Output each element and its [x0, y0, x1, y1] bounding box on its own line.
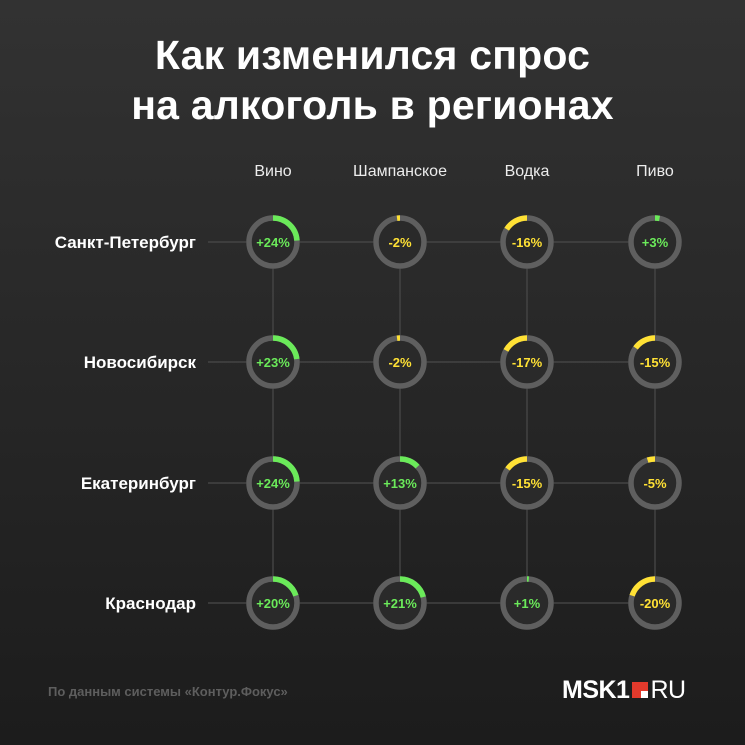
ring-face-2-1 — [373, 456, 427, 510]
ring-arc-3-0 — [246, 576, 300, 630]
ring-value-1-3: -15% — [640, 355, 671, 370]
ring-face-3-1 — [373, 576, 427, 630]
ring-arc-3-2 — [500, 576, 554, 630]
ring-value-1-0: +23% — [256, 355, 290, 370]
ring-face-2-0 — [246, 456, 300, 510]
ring-value-0-3: +3% — [642, 235, 669, 250]
ring-face-1-1 — [373, 335, 427, 389]
chart-title: Как изменился спрос на алкоголь в регион… — [0, 30, 745, 130]
row-label-3: Краснодар — [105, 594, 196, 613]
ring-value-2-2: -15% — [512, 476, 543, 491]
column-header-1: Шампанское — [353, 163, 447, 180]
ring-face-0-3 — [628, 215, 682, 269]
ring-value-1-2: -17% — [512, 355, 543, 370]
ring-face-1-2 — [500, 335, 554, 389]
source-note: По данным системы «Контур.Фокус» — [48, 684, 288, 699]
ring-arc-1-1 — [373, 335, 427, 389]
column-header-3: Пиво — [636, 163, 674, 180]
ring-value-0-0: +24% — [256, 235, 290, 250]
ring-value-0-2: -16% — [512, 235, 543, 250]
msk1-logo: MSK1 RU — [562, 675, 686, 705]
ring-arc-1-2 — [500, 335, 554, 389]
ring-arc-2-3 — [628, 456, 682, 510]
ring-value-3-3: -20% — [640, 596, 671, 611]
ring-face-3-2 — [500, 576, 554, 630]
row-label-0: Санкт-Петербург — [55, 233, 196, 252]
ring-arc-0-3 — [628, 215, 682, 269]
logo-square-icon — [632, 682, 649, 698]
ring-face-3-3 — [628, 576, 682, 630]
ring-arc-0-1 — [373, 215, 427, 269]
logo-main: MSK1 — [562, 675, 630, 704]
ring-face-3-0 — [246, 576, 300, 630]
ring-value-0-1: -2% — [388, 235, 412, 250]
ring-face-0-0 — [246, 215, 300, 269]
logo-suffix: RU — [650, 675, 686, 704]
ring-value-2-1: +13% — [383, 476, 417, 491]
ring-value-1-1: -2% — [388, 355, 412, 370]
ring-value-2-0: +24% — [256, 476, 290, 491]
ring-value-3-0: +20% — [256, 596, 290, 611]
title-line-2: на алкоголь в регионах — [131, 82, 614, 128]
ring-value-3-2: +1% — [514, 596, 541, 611]
ring-arc-0-0 — [246, 215, 300, 269]
ring-arc-2-1 — [373, 456, 427, 510]
ring-face-2-3 — [628, 456, 682, 510]
ring-arc-0-2 — [500, 215, 554, 269]
ring-arc-3-3 — [628, 576, 682, 630]
column-header-0: Вино — [254, 163, 291, 180]
row-label-2: Екатеринбург — [81, 474, 196, 493]
column-header-2: Водка — [505, 163, 550, 180]
ring-arc-2-2 — [500, 456, 554, 510]
ring-face-2-2 — [500, 456, 554, 510]
ring-face-1-0 — [246, 335, 300, 389]
ring-face-1-3 — [628, 335, 682, 389]
title-line-1: Как изменился спрос — [154, 32, 591, 78]
ring-arc-2-0 — [246, 456, 300, 510]
ring-arc-1-3 — [628, 335, 682, 389]
ring-arc-1-0 — [246, 335, 300, 389]
ring-face-0-2 — [500, 215, 554, 269]
ring-arc-3-1 — [373, 576, 427, 630]
ring-value-3-1: +21% — [383, 596, 417, 611]
row-label-1: Новосибирск — [84, 353, 197, 372]
ring-face-0-1 — [373, 215, 427, 269]
ring-value-2-3: -5% — [643, 476, 667, 491]
